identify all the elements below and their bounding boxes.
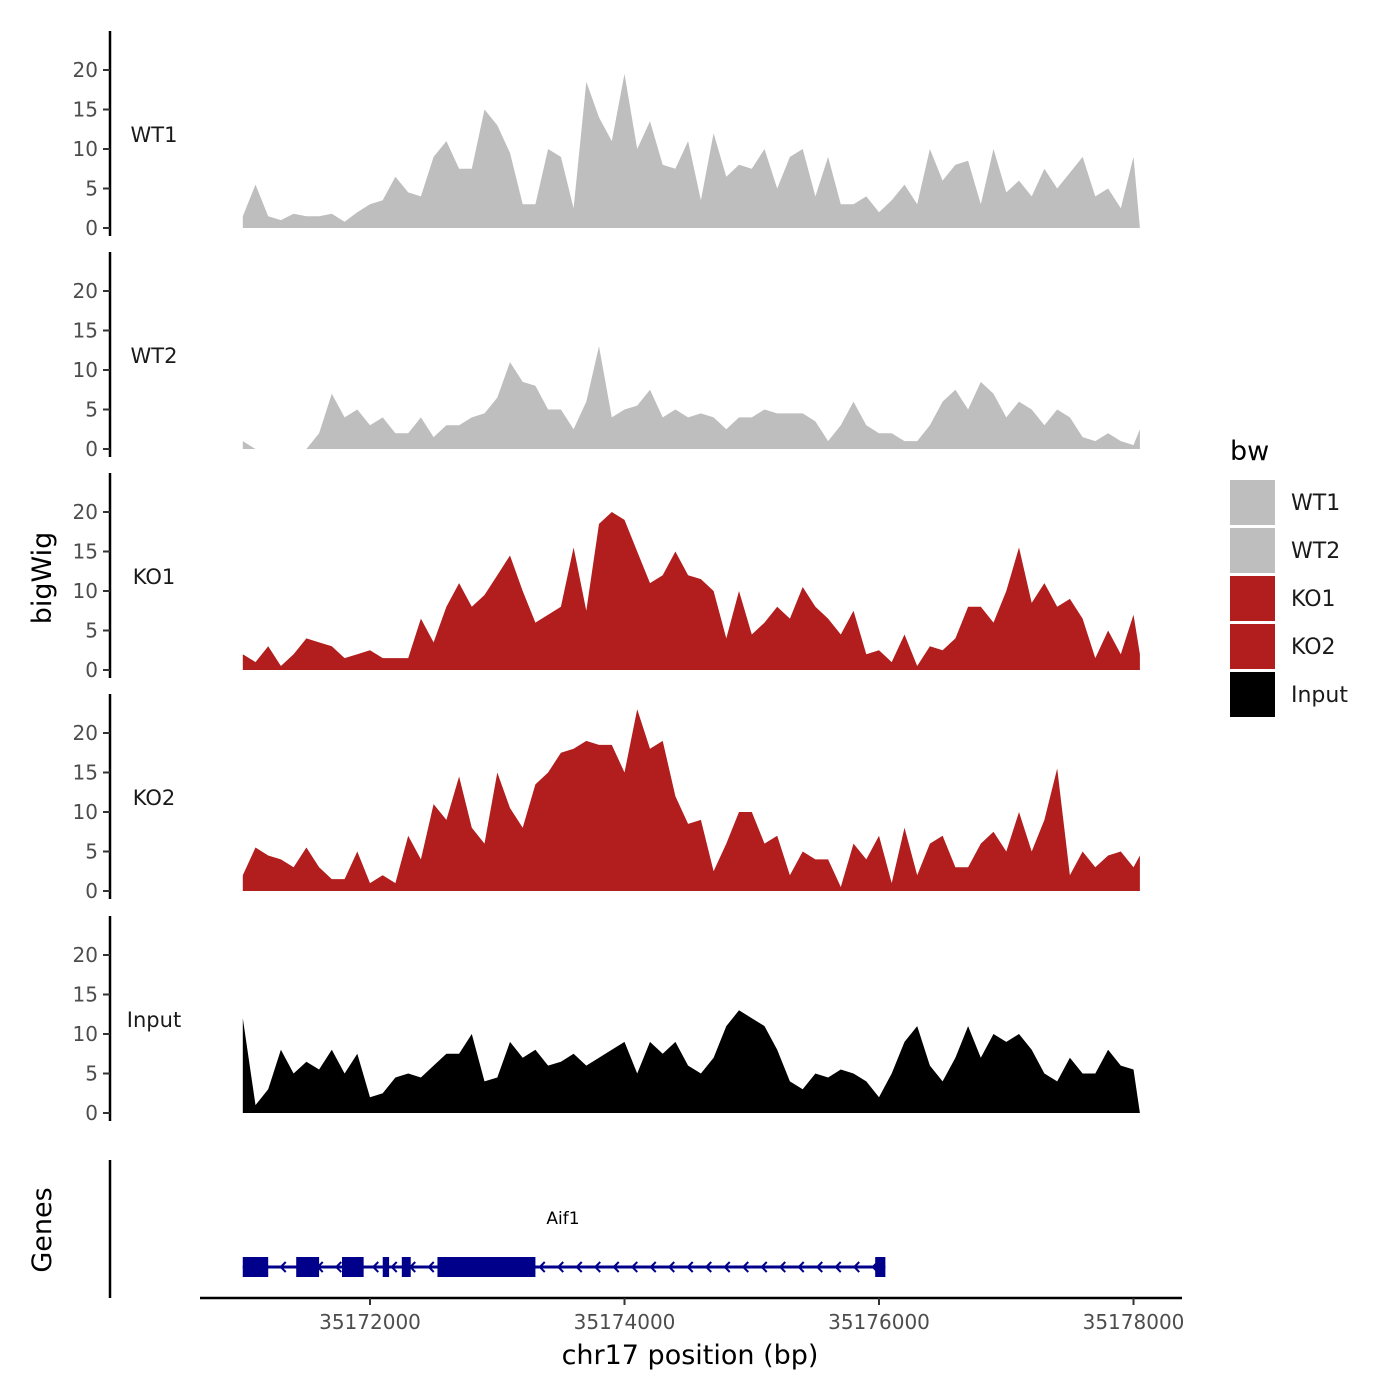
y-tick-label: 5 <box>85 1062 98 1086</box>
y-tick-label: 5 <box>85 840 98 864</box>
track-ko2: 0 5 10 15 20 KO2 <box>73 694 1140 903</box>
strand-arrow <box>612 1261 620 1273</box>
y-tick-label: 15 <box>73 983 98 1007</box>
exon <box>342 1257 364 1277</box>
y-tick-label: 20 <box>73 58 98 82</box>
coverage-area-ko2 <box>242 709 1140 891</box>
track-label: KO1 <box>133 565 176 589</box>
strand-arrow <box>723 1261 731 1273</box>
legend-label: KO1 <box>1291 587 1336 612</box>
track-input: 0 5 10 15 20 Input <box>73 916 1140 1125</box>
legend-key-ko1 <box>1230 576 1275 621</box>
exon <box>401 1257 411 1277</box>
strand-arrow <box>704 1261 712 1273</box>
y-tick-label: 10 <box>73 579 98 603</box>
exon <box>242 1257 269 1277</box>
y-tick-label: 20 <box>73 500 98 524</box>
y-axis-title: bigWig <box>27 532 58 625</box>
legend-label: WT1 <box>1291 491 1340 516</box>
y-tick-label: 20 <box>73 721 98 745</box>
y-tick-label: 20 <box>73 943 98 967</box>
gene-aif1: Aif1 <box>242 1209 886 1277</box>
exon <box>382 1257 390 1277</box>
legend-key-ko2 <box>1230 624 1275 669</box>
track-label: WT1 <box>131 123 178 147</box>
strand-arrow <box>760 1261 768 1273</box>
y-tick-label: 15 <box>73 761 98 785</box>
strand-arrow <box>556 1261 564 1273</box>
strand-arrow <box>667 1261 675 1273</box>
track-wt2: 0 5 10 15 20 WT2 <box>73 252 1140 461</box>
x-tick-label: 35172000 <box>319 1310 421 1334</box>
strand-arrow <box>390 1261 398 1273</box>
coverage-area-wt1 <box>242 73 1140 229</box>
strand-arrow <box>778 1261 786 1273</box>
legend-title: bw <box>1230 436 1269 467</box>
y-tick-label: 0 <box>85 879 98 903</box>
legend-label: WT2 <box>1291 539 1340 564</box>
y-tick-label: 15 <box>73 98 98 122</box>
exon <box>296 1257 320 1277</box>
legend-label: Input <box>1291 683 1348 708</box>
legend: bw WT1 WT2 KO1 KO2 Input <box>1230 436 1348 717</box>
y-tick-label: 10 <box>73 1022 98 1046</box>
strand-arrow <box>279 1261 287 1273</box>
track-wt1: 0 5 10 15 20 WT1 <box>73 31 1140 240</box>
y-tick-label: 0 <box>85 1101 98 1125</box>
strand-arrow <box>741 1261 749 1273</box>
coverage-area-wt2 <box>242 346 1140 449</box>
strand-arrow <box>427 1261 435 1273</box>
strand-arrow <box>649 1261 657 1273</box>
y-tick-label: 10 <box>73 800 98 824</box>
track-label: WT2 <box>131 344 178 368</box>
y-tick-label: 20 <box>73 279 98 303</box>
x-axis-title: chr17 position (bp) <box>562 1340 819 1371</box>
y-tick-label: 0 <box>85 658 98 682</box>
legend-key-wt2 <box>1230 528 1275 573</box>
strand-arrow <box>630 1261 638 1273</box>
y-tick-label: 0 <box>85 437 98 461</box>
strand-arrow <box>797 1261 805 1273</box>
strand-arrow <box>575 1261 583 1273</box>
strand-arrow <box>593 1261 601 1273</box>
exon <box>437 1257 536 1277</box>
y-tick-label: 15 <box>73 540 98 564</box>
gene-track: Aif1 <box>108 1160 886 1298</box>
track-label: KO2 <box>133 786 176 810</box>
y-tick-label: 10 <box>73 358 98 382</box>
x-axis: 35172000 35174000 35176000 35178000 <box>200 1296 1185 1334</box>
strand-arrow <box>334 1261 342 1273</box>
y-tick-label: 10 <box>73 137 98 161</box>
strand-arrow <box>852 1261 860 1273</box>
x-tick-label: 35178000 <box>1083 1310 1185 1334</box>
y-tick-label: 0 <box>85 216 98 240</box>
legend-key-wt1 <box>1230 480 1275 525</box>
x-tick-label: 35176000 <box>828 1310 930 1334</box>
gene-name-label: Aif1 <box>546 1209 579 1229</box>
y-tick-label: 5 <box>85 619 98 643</box>
genes-axis-title: Genes <box>27 1187 58 1272</box>
y-tick-label: 5 <box>85 177 98 201</box>
strand-arrow <box>371 1261 379 1273</box>
legend-label: KO2 <box>1291 635 1336 660</box>
legend-key-input <box>1230 672 1275 717</box>
coverage-area-ko1 <box>242 512 1140 670</box>
strand-arrow <box>815 1261 823 1273</box>
y-tick-label: 5 <box>85 398 98 422</box>
strand-arrow <box>686 1261 694 1273</box>
track-ko1: 0 5 10 15 20 KO1 <box>73 473 1140 682</box>
x-tick-label: 35174000 <box>574 1310 676 1334</box>
coverage-area-input <box>242 1010 1140 1113</box>
y-tick-label: 15 <box>73 319 98 343</box>
track-label: Input <box>127 1008 181 1032</box>
strand-arrow <box>834 1261 842 1273</box>
strand-arrow <box>538 1261 546 1273</box>
exon <box>875 1257 886 1277</box>
coverage-tracks: 0 5 10 15 20 WT1 0 5 10 15 20 WT2 0 5 10 15 20 KO1 0 5 10 15 2… <box>73 31 1140 1125</box>
